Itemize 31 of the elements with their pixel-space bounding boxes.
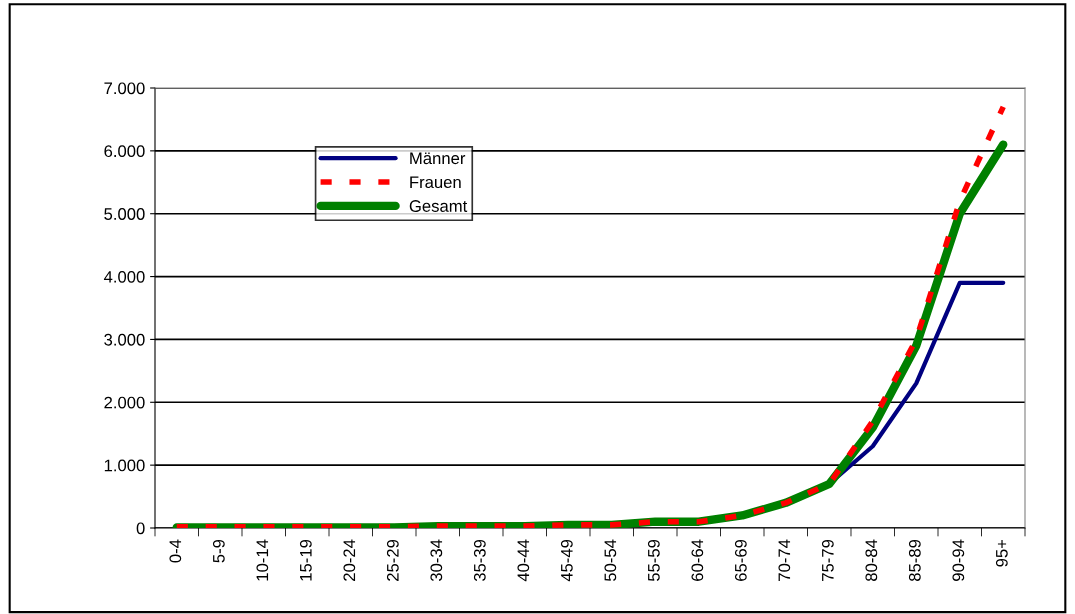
x-tick-label: 65-69	[734, 539, 747, 581]
legend-label: Männer	[410, 152, 466, 165]
x-tick-label: 45-49	[560, 539, 573, 582]
x-tick-label: 20-24	[343, 539, 356, 581]
x-tick-label: 55-59	[647, 539, 660, 582]
x-tick-label: 25-29	[386, 539, 399, 581]
x-tick-label: 60-64	[691, 539, 704, 581]
x-tick-label: 15-19	[299, 539, 312, 581]
legend-label: Frauen	[410, 176, 461, 189]
x-tick-label: 10-14	[256, 539, 269, 581]
legend-label: Gesamt	[409, 200, 468, 212]
x-tick-label: 85-89	[908, 539, 921, 582]
x-tick-label: 5-9	[212, 539, 225, 563]
y-tick-label: 5.000	[104, 208, 145, 220]
y-tick-label: 4.000	[103, 270, 145, 283]
y-tick-label: 1.000	[104, 459, 145, 472]
x-tick-label: 40-44	[517, 539, 530, 582]
x-tick-label: 0-4	[169, 539, 182, 563]
x-tick-label: 80-84	[865, 539, 878, 582]
x-tick-label: 30-34	[430, 539, 443, 582]
x-tick-label: 50-54	[604, 539, 617, 582]
y-tick-label: 6.000	[104, 145, 145, 158]
y-tick-label: 2.000	[104, 396, 145, 409]
x-tick-label: 95+	[995, 539, 1008, 567]
y-tick-label: 0	[136, 522, 145, 535]
x-tick-label: 35-39	[473, 539, 486, 582]
x-tick-label: 75-79	[821, 539, 834, 581]
y-tick-label: 7.000	[104, 82, 145, 95]
y-tick-label: 3.000	[104, 333, 145, 346]
x-tick-label: 90-94	[952, 539, 965, 581]
x-tick-label: 70-74	[778, 539, 791, 581]
